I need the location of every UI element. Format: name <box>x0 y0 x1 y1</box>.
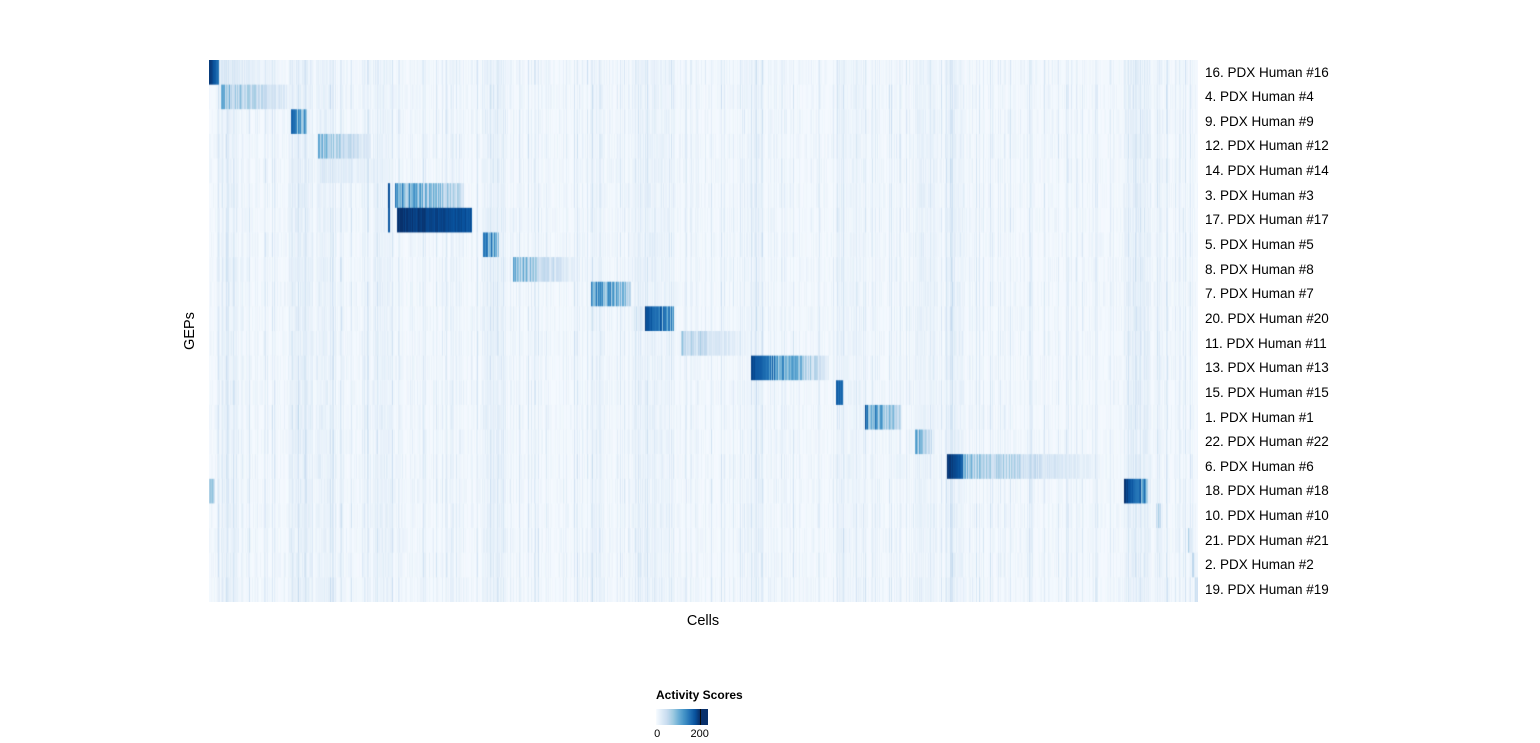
row-label: 16. PDX Human #16 <box>1205 64 1329 80</box>
x-axis-label: Cells <box>686 613 720 629</box>
legend-title: Activity Scores <box>656 688 743 702</box>
row-label: 2. PDX Human #2 <box>1205 557 1314 573</box>
row-label: 12. PDX Human #12 <box>1205 138 1329 154</box>
row-label: 21. PDX Human #21 <box>1205 532 1329 548</box>
row-label: 4. PDX Human #4 <box>1205 89 1314 105</box>
row-label: 1. PDX Human #1 <box>1205 409 1314 425</box>
row-label: 13. PDX Human #13 <box>1205 360 1329 376</box>
row-label: 22. PDX Human #22 <box>1205 434 1329 450</box>
legend-tick-max: 200 <box>690 728 709 740</box>
row-label: 15. PDX Human #15 <box>1205 384 1329 400</box>
row-label: 19. PDX Human #19 <box>1205 582 1329 598</box>
row-label: 17. PDX Human #17 <box>1205 212 1329 228</box>
row-label: 8. PDX Human #8 <box>1205 261 1314 277</box>
legend-ticks: 0 200 <box>654 728 709 741</box>
row-label: 5. PDX Human #5 <box>1205 237 1314 253</box>
legend-tick-mark <box>699 709 701 725</box>
row-labels: 16. PDX Human #16 4. PDX Human #4 9. PDX H… <box>1205 60 1415 602</box>
heatmap-canvas <box>209 60 1198 602</box>
row-label: 20. PDX Human #20 <box>1205 310 1329 326</box>
row-label: 14. PDX Human #14 <box>1205 163 1329 179</box>
row-label: 18. PDX Human #18 <box>1205 483 1329 499</box>
legend-tick-min: 0 <box>654 728 661 740</box>
row-label: 7. PDX Human #7 <box>1205 286 1314 302</box>
row-label: 11. PDX Human #11 <box>1205 335 1327 351</box>
row-label: 10. PDX Human #10 <box>1205 508 1329 524</box>
y-axis-label: GEPs <box>182 312 198 350</box>
row-label: 6. PDX Human #6 <box>1205 458 1314 474</box>
row-label: 9. PDX Human #9 <box>1205 113 1314 129</box>
legend-colorbar <box>656 709 708 725</box>
legend: Activity Scores 0 200 <box>654 688 816 741</box>
row-label: 3. PDX Human #3 <box>1205 187 1314 203</box>
